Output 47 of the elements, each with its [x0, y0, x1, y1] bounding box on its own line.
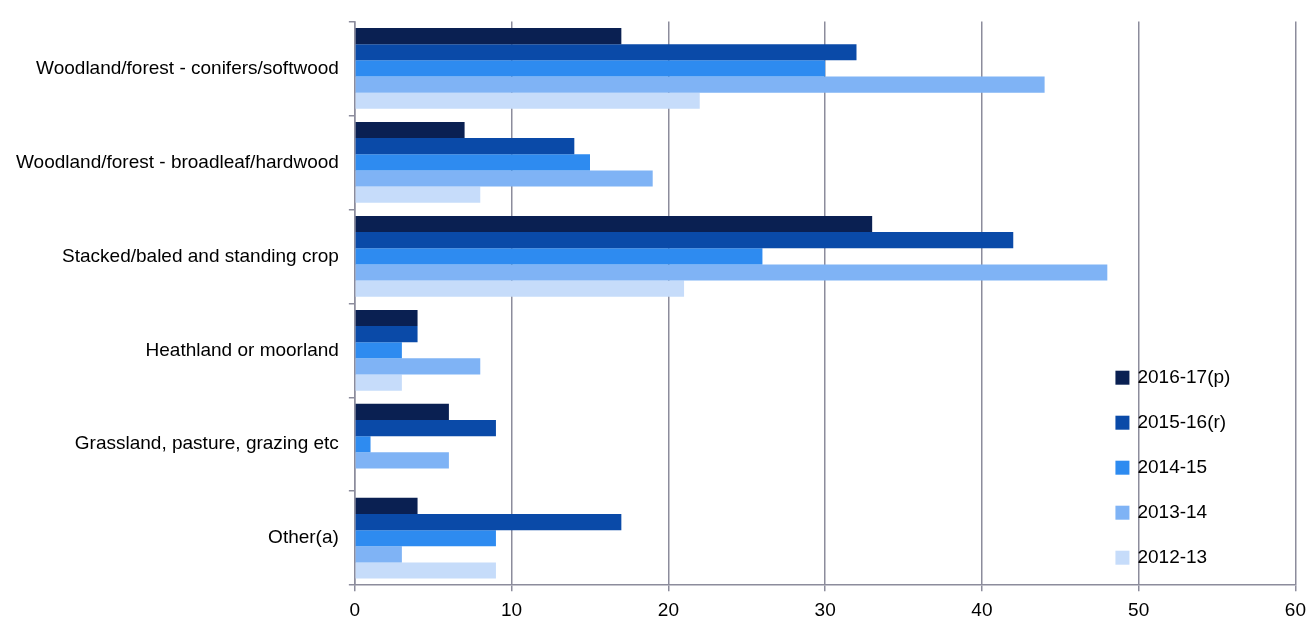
- bar: [355, 530, 496, 547]
- legend-label: 2015-16(r): [1137, 410, 1227, 432]
- bar: [355, 27, 622, 45]
- bar: [355, 497, 418, 514]
- bar: [355, 358, 481, 375]
- x-tick-label: 50: [1128, 598, 1150, 620]
- bar: [355, 186, 481, 203]
- bar: [355, 309, 418, 327]
- bar: [355, 154, 590, 171]
- legend-label: 2014-15: [1137, 455, 1208, 477]
- bar: [355, 232, 1014, 249]
- bar: [355, 60, 826, 77]
- bar: [355, 420, 496, 437]
- y-tick-label: Heathland or moorland: [145, 338, 339, 360]
- bar: [355, 326, 418, 343]
- bar: [355, 403, 449, 421]
- legend-label: 2016-17(p): [1137, 365, 1231, 387]
- x-tick-label: 20: [657, 598, 679, 620]
- bar: [355, 264, 1108, 281]
- y-tick-label: Stacked/baled and standing crop: [62, 244, 339, 266]
- bar: [355, 215, 873, 233]
- bar: [355, 76, 1045, 93]
- bar: [355, 170, 653, 187]
- bar: [355, 562, 496, 579]
- bar: [355, 342, 402, 359]
- y-tick-label: Other(a): [268, 526, 339, 548]
- y-tick-label: Grassland, pasture, grazing etc: [74, 432, 339, 454]
- bar: [355, 513, 622, 531]
- bar: [355, 374, 402, 391]
- x-tick-label: 40: [971, 598, 993, 620]
- bar: [355, 92, 700, 109]
- x-tick-label: 10: [501, 598, 523, 620]
- bar: [355, 546, 402, 563]
- x-tick-label: 0: [349, 598, 361, 620]
- y-tick-label: Woodland/forest - conifers/softwood: [36, 56, 339, 78]
- y-tick-label: Woodland/forest - broadleaf/hardwood: [15, 150, 339, 172]
- x-tick-label: 30: [814, 598, 836, 620]
- bar: [355, 248, 763, 265]
- bar: [355, 138, 575, 155]
- x-tick-label: 60: [1284, 598, 1306, 620]
- bar: [355, 436, 371, 453]
- bar: [355, 452, 449, 469]
- bar: [355, 44, 857, 61]
- bar: [355, 280, 685, 297]
- legend-label: 2013-14: [1137, 500, 1208, 522]
- legend-label: 2012-13: [1137, 545, 1208, 567]
- bar: [355, 121, 465, 139]
